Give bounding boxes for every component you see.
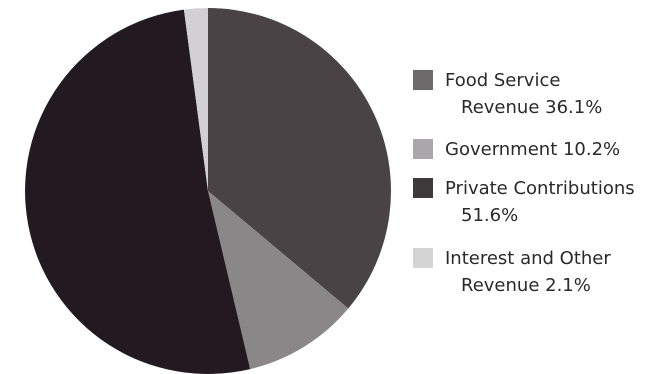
pie-slice-2 (208, 191, 349, 370)
legend-label-3-line-1: Private Contributions (445, 178, 635, 199)
legend-swatch-4 (413, 248, 433, 268)
legend-swatch-2 (413, 139, 433, 159)
legend-swatch-3 (413, 178, 433, 198)
legend-label-4-line-2: Revenue 2.1% (461, 275, 591, 296)
pie-slice-1 (208, 8, 391, 309)
legend-swatch-1 (413, 70, 433, 90)
legend: Food Service Revenue 36.1% Government 10.2… (413, 70, 635, 296)
legend-label-2-line-1: Government 10.2% (445, 139, 620, 160)
legend-label-1-line-1: Food Service (445, 70, 560, 91)
pie-slice-4 (183, 7, 208, 191)
legend-label-4-line-1: Interest and Other (445, 248, 611, 269)
pie-slice-3 (25, 9, 251, 374)
pie-slices (25, 7, 391, 374)
legend-label-3-line-2: 51.6% (461, 205, 518, 226)
legend-label-1-line-2: Revenue 36.1% (461, 97, 602, 118)
